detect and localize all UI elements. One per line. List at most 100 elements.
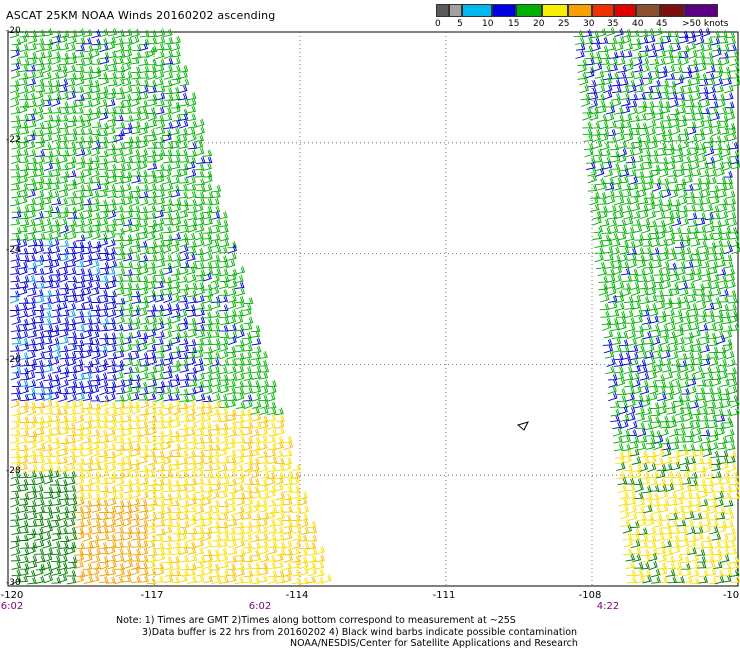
wind-barb [187, 150, 196, 157]
wind-barb [625, 71, 634, 78]
wind-barb [724, 420, 733, 428]
wind-barb [187, 296, 196, 303]
wind-barb [203, 346, 212, 353]
wind-barb [576, 50, 585, 58]
wind-barb [156, 92, 165, 100]
wind-barb [722, 492, 731, 499]
wind-barb [172, 548, 181, 555]
wind-barb [624, 296, 633, 303]
wind-barb [660, 184, 669, 191]
wind-barb [59, 548, 68, 556]
wind-barb [10, 294, 19, 303]
wind-barb [701, 353, 710, 359]
wind-barb [187, 575, 196, 583]
wind-barb [675, 407, 684, 416]
note-line-3: NOAA/NESDIS/Center for Satellite Applica… [290, 638, 578, 649]
wind-barb [98, 429, 107, 437]
wind-barb [663, 199, 672, 206]
wind-barb [284, 471, 293, 478]
wind-barb [659, 80, 668, 87]
wind-barb [642, 331, 651, 339]
wind-barb [147, 212, 156, 218]
wind-barb [599, 37, 608, 44]
wind-barb [19, 183, 27, 192]
wind-barb [251, 325, 260, 332]
wind-barb [188, 517, 197, 526]
wind-barb [10, 268, 19, 275]
wind-barb [227, 365, 236, 373]
wind-barb [252, 338, 261, 345]
wind-barb [83, 72, 92, 79]
wind-barb [147, 149, 156, 157]
wind-barb [27, 449, 36, 456]
wind-barb [683, 79, 692, 87]
wind-barb [99, 64, 108, 72]
wind-barb [697, 470, 706, 478]
wind-barb [595, 70, 604, 78]
wind-barb [36, 233, 45, 240]
wind-barb [703, 542, 712, 548]
wind-barb [115, 395, 124, 401]
wind-barb [67, 303, 76, 311]
wind-barb [670, 541, 679, 548]
wind-barb [218, 366, 227, 374]
wind-barb [84, 135, 93, 141]
wind-barb [655, 121, 664, 128]
wind-barb [573, 30, 582, 36]
wind-barb [274, 450, 283, 459]
wind-barb [99, 485, 108, 492]
wind-barb [250, 562, 259, 568]
wind-barb [131, 79, 140, 86]
wind-barb [196, 185, 205, 191]
wind-barb [99, 415, 108, 422]
wind-barb [138, 135, 147, 141]
wind-barb [156, 465, 165, 471]
wind-barb [156, 149, 165, 156]
wind-barb [244, 456, 253, 464]
wind-barb [612, 85, 621, 92]
wind-barb [611, 79, 620, 86]
wind-barb [203, 374, 212, 381]
wind-barb [235, 450, 244, 457]
wind-barb [148, 549, 157, 556]
wind-barb [171, 541, 180, 548]
wind-barb [719, 541, 728, 548]
wind-barb [91, 296, 100, 302]
wind-barb [675, 399, 684, 408]
wind-barb [131, 576, 140, 583]
wind-barb [629, 106, 638, 115]
wind-barb [677, 178, 686, 184]
wind-barb [107, 386, 116, 394]
wind-barb [84, 45, 93, 52]
wind-barb [625, 233, 634, 241]
wind-barb [685, 344, 694, 352]
wind-barb [693, 178, 702, 184]
wind-barb [146, 520, 155, 527]
wind-barb [156, 553, 165, 561]
wind-barb [645, 192, 654, 199]
wind-barb [621, 519, 630, 526]
wind-barb [187, 339, 196, 346]
wind-barb [107, 218, 116, 225]
wind-barb [51, 176, 60, 184]
wind-barb [710, 274, 719, 282]
wind-barb [619, 164, 628, 170]
wind-barb [275, 533, 284, 541]
wind-barb [650, 485, 659, 491]
wind-barb [729, 50, 738, 57]
wind-barb [698, 233, 707, 239]
wind-barb [719, 211, 728, 219]
wind-barb [164, 498, 173, 505]
wind-barb [115, 228, 124, 234]
wind-barb [648, 478, 657, 486]
wind-barb [707, 401, 716, 408]
wind-barb [43, 94, 52, 100]
wind-barb [617, 232, 626, 240]
wind-barb [275, 463, 284, 471]
wind-barb [148, 134, 157, 142]
wind-barb [708, 499, 717, 507]
wind-barb [179, 512, 188, 520]
wind-barb [683, 500, 692, 507]
wind-barb [694, 29, 703, 37]
wind-barb [651, 80, 660, 87]
